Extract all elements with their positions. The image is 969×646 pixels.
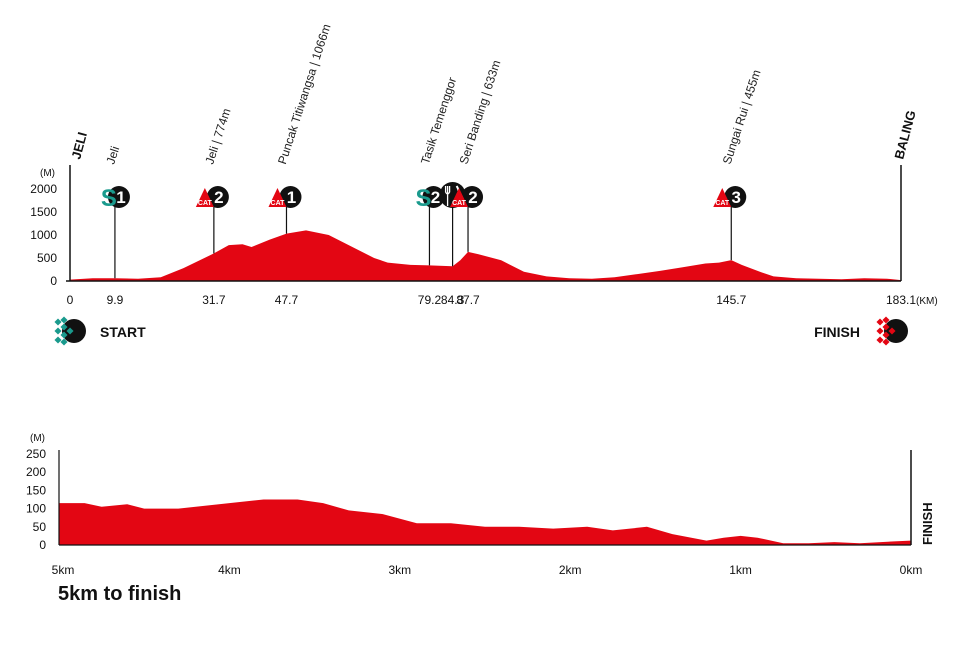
logo-diamond <box>60 316 68 324</box>
mountain-icon <box>450 188 469 207</box>
sprint-number: 2 <box>431 188 440 207</box>
sprint-icon: S <box>415 185 431 212</box>
logo-diamond <box>54 336 62 344</box>
zoom-x-tick-label: 0km <box>900 563 923 577</box>
x-tick-label: 47.7 <box>275 293 299 307</box>
climb-badge: CAT 3 <box>713 186 747 208</box>
zoom-x-tick-label: 5km <box>52 563 75 577</box>
elevation-profile-area <box>70 230 901 281</box>
logo-diamond <box>54 318 62 326</box>
zoom-chart-title: 5km to finish <box>58 583 182 605</box>
logo-diamond <box>66 327 74 335</box>
logo-diamond <box>60 323 68 331</box>
zoom-y-tick-label: 200 <box>26 465 46 479</box>
y-tick-label: 500 <box>37 251 57 265</box>
category-number: 2 <box>468 188 477 207</box>
zoom-y-tick-label: 50 <box>33 520 47 534</box>
y-unit-label: (M) <box>40 168 55 179</box>
sprint-number: 1 <box>116 188 125 207</box>
logo-diamond <box>882 323 890 331</box>
badge-circle <box>279 186 302 208</box>
zoom-y-tick-label: 250 <box>26 447 46 461</box>
y-tick-label: 0 <box>50 274 57 288</box>
badge-circle <box>422 186 445 208</box>
mountain-icon <box>195 188 214 207</box>
point-label: Seri Banding | 633m <box>457 58 504 166</box>
x-tick-label: 87.7 <box>456 293 480 307</box>
y-tick-label: 1500 <box>30 205 57 219</box>
logo-diamond <box>60 338 68 346</box>
zoom-y-tick-label: 0 <box>39 538 46 552</box>
zoom-y-tick-label: 150 <box>26 483 46 497</box>
cat-text: CAT <box>452 200 467 207</box>
climb-badge: CAT 1 <box>268 186 302 208</box>
x-tick-label: 31.7 <box>202 293 226 307</box>
x-tick-label: 145.7 <box>716 293 746 307</box>
finish-logo-icon <box>876 316 908 346</box>
start-text: START <box>100 324 146 340</box>
x-unit-label: (KM) <box>916 296 938 307</box>
cat-text: CAT <box>271 200 286 207</box>
logo-circle <box>62 319 86 343</box>
logo-diamond <box>54 327 62 335</box>
zoom-finish-label: FINISH <box>920 502 935 545</box>
point-label: Jeli | 774m <box>202 107 233 166</box>
badge-circle <box>461 186 484 208</box>
zoom-x-tick-label: 1km <box>729 563 752 577</box>
logo-circle <box>884 319 908 343</box>
zoom-y-tick-label: 100 <box>26 502 46 516</box>
climb-badge: CAT 2 <box>195 186 229 208</box>
zoom-x-tick-label: 3km <box>388 563 411 577</box>
logo-diamond <box>876 318 884 326</box>
zoom-y-unit-label: (M) <box>30 433 45 444</box>
x-tick-label: 84.3 <box>441 293 465 307</box>
cat-text: CAT <box>715 200 730 207</box>
category-number: 1 <box>287 188 296 207</box>
logo-diamond <box>882 331 890 339</box>
point-label: Sungai Rui | 455m <box>720 68 764 166</box>
zoom-elevation-area <box>59 499 911 545</box>
logo-diamond <box>882 316 890 324</box>
zoom-x-tick-label: 2km <box>559 563 582 577</box>
start-town-label: JELI <box>68 130 90 160</box>
zoom-x-tick-label: 4km <box>218 563 241 577</box>
x-tick-label: 79.2 <box>418 293 442 307</box>
x-tick-label: 0 <box>67 293 74 307</box>
category-number: 3 <box>732 188 741 207</box>
logo-diamond <box>882 338 890 346</box>
category-number: 2 <box>214 188 223 207</box>
point-label: Tasik Temenggor <box>418 76 459 166</box>
climb-badge: CAT 2 <box>450 186 484 208</box>
badge-circle <box>107 186 130 208</box>
y-tick-label: 1000 <box>30 228 57 242</box>
logo-diamond <box>876 336 884 344</box>
finish-town-label: BALING <box>891 109 918 161</box>
mountain-icon <box>713 188 732 207</box>
badge-circle <box>724 186 747 208</box>
finish-text: FINISH <box>814 324 860 340</box>
logo-diamond <box>888 327 896 335</box>
point-label: Puncak Titiwangsa | 1066m <box>275 22 334 166</box>
mountain-icon <box>268 188 287 207</box>
point-label: Jeli <box>103 144 122 165</box>
cat-text: CAT <box>198 200 213 207</box>
x-tick-label: 9.9 <box>107 293 124 307</box>
sprint-icon: S <box>101 185 117 212</box>
fork-icon <box>444 186 451 206</box>
badge-circle <box>206 186 229 208</box>
y-tick-label: 2000 <box>30 182 57 196</box>
start-logo-icon <box>54 316 86 346</box>
logo-diamond <box>876 327 884 335</box>
x-tick-label: 183.1 <box>886 293 916 307</box>
logo-diamond <box>60 331 68 339</box>
